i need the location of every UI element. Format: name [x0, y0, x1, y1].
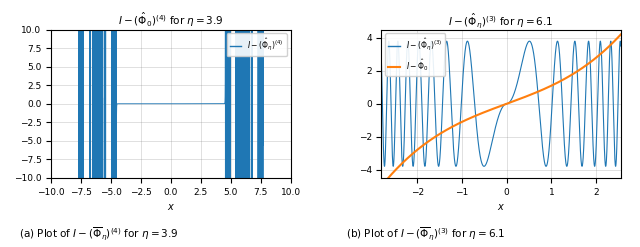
Legend: $I - (\hat{\Phi}_\eta)^{(3)}$, $I - \hat{\Phi}_0$: $I - (\hat{\Phi}_\eta)^{(3)}$, $I - \hat…	[385, 33, 445, 76]
Title: $I - (\hat{\Phi}_\eta)^{(3)}$ for $\eta = 6.1$: $I - (\hat{\Phi}_\eta)^{(3)}$ for $\eta …	[449, 11, 554, 30]
X-axis label: $x$: $x$	[167, 202, 175, 212]
Text: (a) Plot of $I - (\overline{\Phi}_\eta)^{(4)}$ for $\eta = 3.9$: (a) Plot of $I - (\overline{\Phi}_\eta)^…	[19, 225, 179, 242]
X-axis label: $x$: $x$	[497, 202, 505, 212]
Legend: $I - (\hat{\Phi}_\eta)^{(4)}$: $I - (\hat{\Phi}_\eta)^{(4)}$	[227, 33, 287, 56]
Text: (b) Plot of $I - (\overline{\Phi}_\eta)^{(3)}$ for $\eta = 6.1$: (b) Plot of $I - (\overline{\Phi}_\eta)^…	[346, 225, 506, 242]
Title: $I - (\hat{\Phi}_0)^{(4)}$ for $\eta = 3.9$: $I - (\hat{\Phi}_0)^{(4)}$ for $\eta = 3…	[118, 11, 224, 29]
